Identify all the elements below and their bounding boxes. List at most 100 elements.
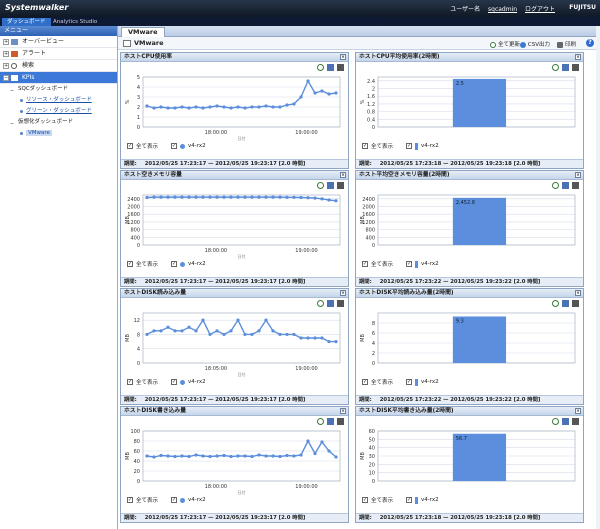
panel-header: ホストDISK平均読み込み量(2時間) × — [356, 289, 583, 298]
expand-icon[interactable]: + — [3, 39, 9, 45]
tab-vmware[interactable]: VMware — [121, 27, 165, 37]
y-tick-label: 3 — [137, 95, 140, 101]
show-all-checkbox[interactable]: ✓ — [127, 261, 133, 267]
y-tick-label: 0 — [137, 243, 140, 249]
refresh-icon[interactable] — [552, 182, 559, 189]
save-icon[interactable] — [337, 182, 344, 189]
refresh-icon[interactable] — [317, 300, 324, 307]
sidebar-link-green[interactable]: グリーン・ダッシュボード — [0, 106, 117, 117]
collapse-icon[interactable]: − — [10, 121, 15, 127]
refresh-icon[interactable] — [317, 182, 324, 189]
close-icon[interactable]: × — [575, 290, 581, 296]
x-tick-label: 19:00:00 — [295, 248, 317, 254]
link-label[interactable]: リソース・ダッシュボード — [26, 97, 92, 103]
sidebar-item-kpis[interactable]: − KPIs — [0, 72, 117, 84]
data-point — [257, 329, 261, 333]
save-icon[interactable] — [337, 300, 344, 307]
print-button[interactable]: 印刷 — [556, 40, 576, 48]
series-checkbox[interactable]: ✓ — [406, 497, 413, 503]
table-view-icon[interactable] — [327, 418, 334, 425]
chart-panel: ホスト平均空きメモリ容量(2時間) × 0 400 800 1200 1600 2000 240… — [355, 170, 584, 287]
save-icon[interactable] — [572, 418, 579, 425]
close-icon[interactable]: × — [340, 54, 346, 60]
sidebar-item-vmware[interactable]: VMware — [0, 128, 117, 139]
link-label[interactable]: VMware — [26, 130, 52, 136]
show-all-checkbox[interactable]: ✓ — [362, 497, 368, 503]
series-checkbox[interactable]: ✓ — [406, 379, 413, 385]
close-icon[interactable]: × — [340, 172, 346, 178]
table-view-icon[interactable] — [562, 64, 569, 71]
show-all-checkbox[interactable]: ✓ — [127, 497, 133, 503]
tab-dashboard[interactable]: ダッシュボード — [2, 18, 51, 26]
data-point — [187, 106, 191, 110]
sidebar-link-resource[interactable]: リソース・ダッシュボード — [0, 95, 117, 106]
table-view-icon[interactable] — [327, 64, 334, 71]
sidebar-item-overview[interactable]: + オーバービュー — [0, 36, 117, 48]
y-axis-label: MB — [125, 216, 131, 224]
data-point — [327, 339, 331, 344]
data-point — [222, 332, 226, 337]
series-checkbox[interactable]: ✓ — [406, 261, 413, 267]
close-icon[interactable]: × — [575, 172, 581, 178]
close-icon[interactable]: × — [575, 54, 581, 60]
data-point — [229, 329, 233, 333]
close-icon[interactable]: × — [575, 408, 581, 414]
show-all-checkbox[interactable]: ✓ — [127, 143, 133, 149]
save-icon[interactable] — [572, 300, 579, 307]
save-icon[interactable] — [337, 418, 344, 425]
table-view-icon[interactable] — [562, 300, 569, 307]
csv-icon — [519, 41, 526, 48]
table-view-icon[interactable] — [562, 418, 569, 425]
expand-icon[interactable]: + — [3, 63, 9, 69]
data-point — [180, 329, 184, 333]
csv-export-button[interactable]: CSV出力 — [519, 40, 550, 48]
link-label[interactable]: グリーン・ダッシュボード — [26, 108, 92, 114]
series-checkbox[interactable]: ✓ — [171, 497, 178, 503]
sidebar-item-alert[interactable]: + アラート — [0, 48, 117, 60]
show-all-checkbox[interactable]: ✓ — [362, 379, 368, 385]
collapse-icon[interactable]: − — [10, 88, 15, 94]
scrollbar[interactable] — [596, 26, 600, 529]
data-point — [145, 332, 149, 337]
save-icon[interactable] — [572, 182, 579, 189]
table-view-icon[interactable] — [327, 182, 334, 189]
refresh-icon[interactable] — [552, 64, 559, 71]
refresh-icon[interactable] — [317, 418, 324, 425]
series-checkbox[interactable]: ✓ — [406, 143, 413, 149]
sqc-dashboard-group[interactable]: − SQCダッシュボード — [0, 84, 117, 95]
show-all-checkbox[interactable]: ✓ — [362, 261, 368, 267]
table-view-icon[interactable] — [562, 182, 569, 189]
refresh-icon[interactable] — [317, 64, 324, 71]
virtualization-dashboard-group[interactable]: − 仮想化ダッシュボード — [0, 117, 117, 128]
refresh-all-button[interactable]: 全て更新 — [489, 40, 520, 48]
data-point — [229, 195, 233, 199]
user-name-link[interactable]: sqcadmin — [488, 6, 518, 13]
close-icon[interactable]: × — [340, 408, 346, 414]
y-tick-label: 80 — [134, 439, 140, 445]
chart-svg: 0 0.40.8 1.2 1.62 2.4% 2.5 — [360, 76, 576, 131]
series-checkbox[interactable]: ✓ — [171, 379, 178, 385]
y-tick-label: 400 — [130, 235, 140, 241]
expand-icon[interactable]: + — [3, 51, 9, 57]
show-all-checkbox[interactable]: ✓ — [362, 143, 368, 149]
save-icon[interactable] — [337, 64, 344, 71]
data-point — [313, 196, 317, 200]
refresh-icon[interactable] — [552, 300, 559, 307]
tab-analytics-studio[interactable]: Analytics Studio — [53, 19, 98, 25]
save-icon[interactable] — [572, 64, 579, 71]
data-point — [187, 325, 191, 329]
panel-header: ホスト平均空きメモリ容量(2時間) × — [356, 171, 583, 180]
series-label: v4-rx2 — [188, 379, 206, 385]
series-checkbox[interactable]: ✓ — [171, 143, 178, 149]
refresh-icon[interactable] — [552, 418, 559, 425]
collapse-icon[interactable]: − — [3, 75, 9, 81]
table-view-icon[interactable] — [327, 300, 334, 307]
y-tick-label: 100 — [130, 429, 140, 435]
show-all-checkbox[interactable]: ✓ — [127, 379, 133, 385]
logout-link[interactable]: ログアウト — [524, 6, 555, 13]
series-checkbox[interactable]: ✓ — [171, 261, 178, 267]
sidebar-item-search[interactable]: + 検索 — [0, 60, 117, 72]
close-icon[interactable]: × — [340, 290, 346, 296]
help-icon[interactable]: ? — [586, 39, 594, 47]
bar — [452, 78, 507, 127]
